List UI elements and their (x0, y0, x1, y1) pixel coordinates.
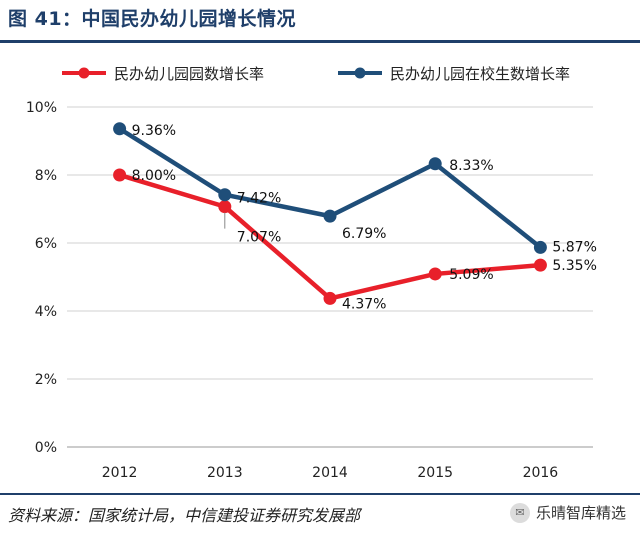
x-tick-label: 2015 (417, 465, 453, 481)
legend-label: 民办幼儿园园数增长率 (114, 65, 264, 83)
y-tick-label: 6% (35, 236, 57, 252)
source-note: 资料来源：国家统计局，中信建投证券研究发展部 (8, 506, 361, 525)
data-point (533, 258, 547, 272)
chart-grid (67, 106, 593, 448)
x-tick-label: 2016 (523, 465, 559, 481)
y-tick-label: 10% (26, 100, 57, 116)
data-label: 4.37% (342, 296, 386, 312)
y-tick-label: 4% (35, 304, 57, 320)
data-label: 5.35% (552, 258, 596, 274)
data-label: 6.79% (342, 226, 386, 242)
chart-series (113, 122, 547, 305)
watermark: ✉ 乐晴智库精选 (509, 502, 626, 523)
data-point (428, 267, 442, 281)
data-point (323, 291, 337, 305)
y-axis-ticks: 0% 2% 4% 6% 8% 10% (26, 100, 57, 456)
data-point (218, 188, 232, 202)
title-divider (0, 40, 640, 43)
data-point (113, 168, 127, 182)
data-label: 8.33% (449, 158, 493, 174)
data-label: 7.42% (237, 191, 281, 207)
data-point (428, 157, 442, 171)
data-label: 8.00% (132, 168, 176, 184)
x-tick-label: 2013 (207, 465, 243, 481)
line-chart: 民办幼儿园园数增长率 民办幼儿园在校生数增长率 0% 2% 4% 6% 8% 10% 201… (26, 65, 597, 481)
watermark-text: 乐晴智库精选 (535, 504, 626, 522)
wechat-icon: ✉ (509, 502, 530, 523)
y-tick-label: 8% (35, 168, 57, 184)
data-label: 9.36% (132, 123, 176, 139)
x-axis-ticks: 2012 2013 2014 2015 2016 (102, 465, 559, 481)
data-label: 7.07% (237, 230, 281, 246)
footer-divider (0, 493, 640, 495)
data-label: 5.87% (552, 239, 596, 255)
data-labels: 8.00% 7.07% 4.37% 5.09% 5.35% 9.36% 7.42% 6.79%… (132, 123, 597, 313)
chart-legend: 民办幼儿园园数增长率 民办幼儿园在校生数增长率 (62, 65, 570, 83)
figure-title: 图 41：中国民办幼儿园增长情况 (8, 8, 297, 30)
series-line (118, 126, 542, 250)
x-tick-label: 2012 (102, 465, 138, 481)
y-tick-label: 0% (35, 440, 57, 456)
data-point (218, 200, 232, 214)
data-label: 5.09% (449, 267, 493, 283)
legend-label: 民办幼儿园在校生数增长率 (390, 65, 570, 83)
legend-swatch-marker (354, 67, 366, 79)
y-tick-label: 2% (35, 372, 57, 388)
legend-swatch-marker (78, 67, 90, 79)
x-tick-label: 2014 (312, 465, 348, 481)
data-point (113, 122, 127, 136)
data-point (533, 240, 547, 254)
data-point (323, 209, 337, 223)
